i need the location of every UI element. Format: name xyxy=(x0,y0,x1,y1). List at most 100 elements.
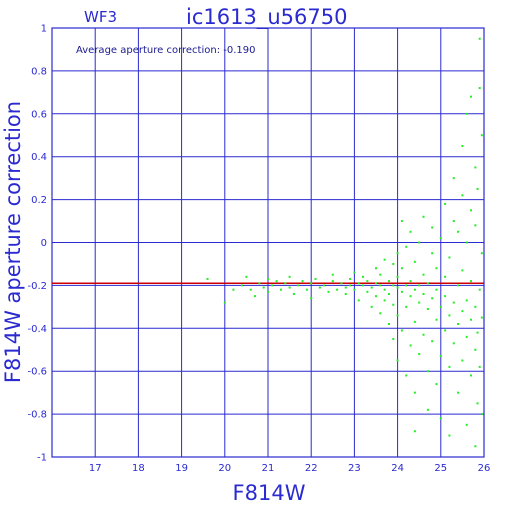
data-point xyxy=(271,284,274,287)
data-point xyxy=(409,280,412,283)
data-point xyxy=(413,391,416,394)
data-point xyxy=(223,301,226,304)
data-point xyxy=(474,305,477,308)
data-point xyxy=(439,417,442,420)
data-point xyxy=(323,284,326,287)
data-point xyxy=(232,288,235,291)
y-tick-label: 0.4 xyxy=(31,152,47,163)
data-point xyxy=(405,245,408,248)
data-point xyxy=(379,284,382,287)
y-tick-label: -0.6 xyxy=(27,367,47,378)
data-point xyxy=(262,286,265,289)
data-point xyxy=(357,282,360,285)
data-point xyxy=(301,280,304,283)
data-point xyxy=(245,275,248,278)
data-point xyxy=(422,273,425,276)
data-point xyxy=(461,269,464,272)
data-point xyxy=(452,220,455,223)
data-point xyxy=(431,226,434,229)
data-point xyxy=(340,282,343,285)
data-point xyxy=(370,305,373,308)
data-point xyxy=(452,342,455,345)
data-point xyxy=(331,280,334,283)
x-tick-label: 20 xyxy=(218,463,231,474)
x-tick-label: 18 xyxy=(132,463,145,474)
data-point xyxy=(392,284,395,287)
data-point xyxy=(241,284,244,287)
data-point xyxy=(431,297,434,300)
data-point xyxy=(457,230,460,233)
data-point xyxy=(387,292,390,295)
data-point xyxy=(349,284,352,287)
data-point xyxy=(258,282,261,285)
data-point xyxy=(405,374,408,377)
data-point xyxy=(387,323,390,326)
data-point xyxy=(457,391,460,394)
data-point xyxy=(383,299,386,302)
data-point xyxy=(318,286,321,289)
data-point xyxy=(288,286,291,289)
plot-frame xyxy=(51,27,485,458)
data-point xyxy=(480,413,483,416)
data-point xyxy=(465,241,468,244)
y-tick-label: -0.2 xyxy=(27,281,47,292)
data-point xyxy=(431,252,434,255)
data-point xyxy=(344,292,347,295)
data-point xyxy=(400,267,403,270)
data-point xyxy=(461,144,464,147)
data-point xyxy=(448,256,451,259)
data-point xyxy=(426,307,429,310)
y-tick-label: 0.6 xyxy=(31,109,47,120)
data-point xyxy=(392,338,395,341)
data-point xyxy=(400,220,403,223)
data-point xyxy=(439,355,442,358)
data-point xyxy=(370,286,373,289)
data-point xyxy=(249,288,252,291)
data-point xyxy=(474,166,477,169)
data-point xyxy=(476,331,479,334)
y-tick-label: -0.4 xyxy=(27,324,47,335)
data-point xyxy=(254,295,257,298)
data-point xyxy=(375,267,377,270)
data-point xyxy=(349,277,352,280)
y-tick-label: -0.8 xyxy=(27,410,47,421)
data-point xyxy=(353,288,356,291)
data-point xyxy=(461,194,464,197)
data-point xyxy=(465,335,468,338)
data-point xyxy=(375,282,377,285)
data-point xyxy=(470,318,473,321)
average-annotation: Average aperture correction: -0.190 xyxy=(76,45,256,56)
data-point xyxy=(426,370,429,373)
data-point xyxy=(409,295,412,298)
data-point xyxy=(275,280,278,283)
data-point xyxy=(357,299,360,302)
data-point xyxy=(470,209,473,212)
data-point xyxy=(405,305,408,308)
data-point xyxy=(267,290,269,293)
data-point xyxy=(379,312,382,315)
data-point xyxy=(444,329,447,332)
data-point xyxy=(310,282,313,285)
data-point xyxy=(413,430,416,433)
data-point xyxy=(444,202,447,205)
data-point xyxy=(392,262,395,265)
data-point xyxy=(452,301,455,304)
data-point xyxy=(409,230,412,233)
data-point xyxy=(448,365,451,368)
data-point xyxy=(476,402,479,405)
data-point xyxy=(396,286,399,289)
data-point xyxy=(400,329,403,332)
y-tick-label: 0.2 xyxy=(31,195,47,206)
data-point xyxy=(422,333,425,336)
data-point xyxy=(470,95,473,98)
x-axis-label: F814W xyxy=(233,481,306,505)
data-point xyxy=(400,290,403,293)
y-tick-labels: -1 -0.8 -0.6 -0.4 -0.2 0 0.2 0.4 0.6 0.8 1 xyxy=(27,24,47,464)
data-point xyxy=(465,423,468,426)
data-point xyxy=(288,275,291,278)
data-point xyxy=(305,288,308,291)
data-point xyxy=(480,134,483,137)
data-point xyxy=(366,290,369,293)
data-point xyxy=(461,310,464,313)
